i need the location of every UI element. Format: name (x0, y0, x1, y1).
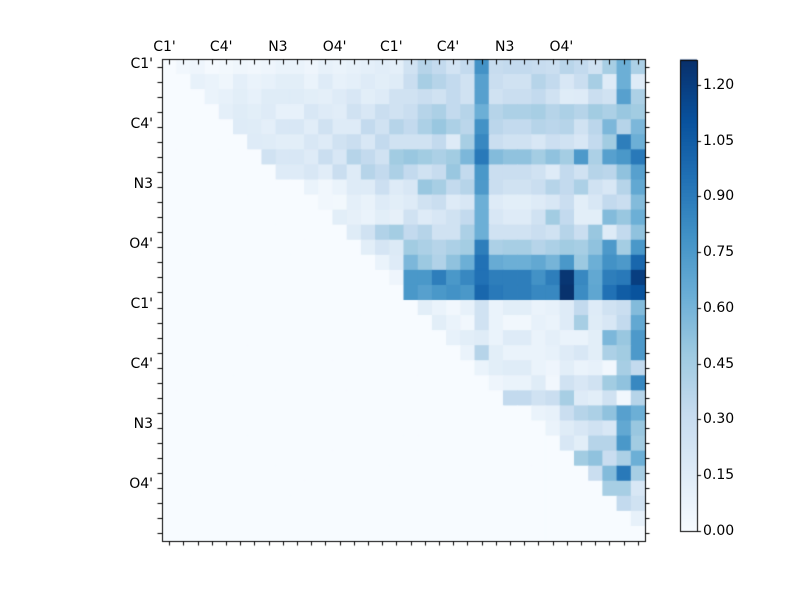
x-axis-tick-label: C4' (436, 39, 460, 55)
y-axis-tick-label: N3 (133, 416, 153, 432)
colorbar-tick-label: 0.75 (703, 244, 735, 261)
colorbar-tick-label: 1.20 (703, 76, 735, 93)
y-axis-tick-label: O4' (129, 236, 153, 252)
x-axis-tick-label: N3 (268, 39, 288, 55)
colorbar-tick-label: 0.90 (703, 188, 735, 205)
x-axis-tick-label: O4' (549, 39, 574, 55)
colorbar-tick-label: 1.05 (703, 132, 735, 149)
y-axis-tick-label: C4' (130, 356, 153, 372)
x-axis-tick-label: N3 (494, 39, 515, 55)
colorbar-tick-label: 0.45 (703, 355, 735, 372)
colorbar-tick-label: 0.60 (703, 299, 735, 316)
x-axis-tick-label: O4' (322, 39, 347, 55)
y-axis-tick-label: C1' (130, 56, 153, 72)
x-axis-tick-label: C1' (380, 39, 403, 55)
y-axis-tick-label: O4' (129, 476, 153, 492)
x-axis-tick-label: C4' (209, 39, 233, 55)
x-axis-tick-label: C1' (153, 39, 176, 55)
colorbar-tick-label: 0.30 (703, 411, 735, 428)
colorbar-tick-label: 0.15 (703, 467, 735, 484)
y-axis-tick-label: C4' (130, 116, 153, 132)
colorbar-tick-label: 0.00 (703, 523, 735, 539)
y-axis-tick-label: C1' (130, 296, 153, 312)
y-axis-tick-label: N3 (133, 176, 153, 192)
